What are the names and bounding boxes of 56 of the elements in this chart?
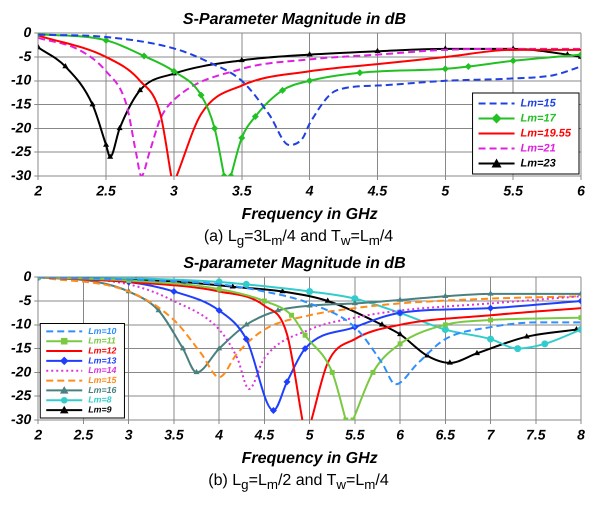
x-tick-label: 2 xyxy=(33,426,42,442)
y-tick-label: 0 xyxy=(23,24,32,40)
legend-label: Lm=8 xyxy=(88,394,112,405)
x-tick-label: 3.5 xyxy=(164,426,184,442)
legend-label: Lm=14 xyxy=(88,365,117,376)
y-tick-label: -10 xyxy=(11,316,32,332)
y-tick-label: -30 xyxy=(11,166,32,183)
x-tick-label: 2.5 xyxy=(72,426,94,442)
x-tick-label: 3 xyxy=(124,426,133,442)
x-axis-title: Frequency in GHz xyxy=(242,450,378,467)
text: (a) L$_{g}$=3L$_{m}$/4 and T$_{w}$=L$_{m}$/4 xyxy=(204,228,394,248)
y-tick-label: -5 xyxy=(18,48,32,64)
y-tick-label: -25 xyxy=(11,387,32,404)
legend-label: Lm=13 xyxy=(88,356,117,366)
chart-title: S-parameter Magnitude in dB xyxy=(183,255,406,272)
x-tick-label: 3 xyxy=(170,182,178,198)
legend-label: Lm=12 xyxy=(88,346,117,356)
x-tick-label: 2 xyxy=(33,182,42,198)
y-tick-label: -30 xyxy=(11,411,32,428)
x-tick-label: 4.5 xyxy=(254,426,274,442)
text: (b) L$_{g}$=L$_{m}$/2 and T$_{w}$=L$_{m}$/4 xyxy=(208,472,389,492)
x-tick-label: 2.5 xyxy=(95,182,116,198)
legend-label: Lm=15 xyxy=(520,98,557,110)
legend-label: Lm=9 xyxy=(88,404,112,415)
x-tick-label: 5 xyxy=(441,182,450,198)
y-tick-label: -5 xyxy=(18,292,32,308)
legend-label: Lm=16 xyxy=(88,385,117,396)
x-tick-label: 3.5 xyxy=(232,182,252,198)
legend-label: Lm=21 xyxy=(520,142,556,155)
legend-label: Lm=11 xyxy=(88,336,116,346)
x-tick-label: 4 xyxy=(304,182,314,198)
x-tick-label: 6 xyxy=(396,426,404,442)
y-tick-label: -15 xyxy=(11,95,32,112)
legend-label: Lm=23 xyxy=(520,158,556,170)
y-tick-label: -20 xyxy=(11,119,32,136)
x-tick-label: 5.5 xyxy=(345,426,365,442)
y-tick-label: 0 xyxy=(23,268,32,284)
y-tick-label: -25 xyxy=(11,143,32,160)
x-axis-title: Frequency in GHz xyxy=(242,206,378,223)
x-tick-label: 8 xyxy=(577,426,586,442)
legend-label: Lm=17 xyxy=(520,112,557,125)
y-tick-label: -10 xyxy=(11,72,32,88)
x-tick-label: 4 xyxy=(214,426,224,442)
x-tick-label: 7.5 xyxy=(526,426,546,442)
x-tick-label: 5 xyxy=(306,426,314,442)
y-tick-label: -20 xyxy=(11,363,32,380)
x-tick-label: 4.5 xyxy=(366,182,388,198)
x-tick-label: 6.5 xyxy=(436,426,456,442)
x-tick-label: 7 xyxy=(486,426,496,442)
y-tick-label: -15 xyxy=(11,340,32,356)
legend-label: Lm=19.55 xyxy=(520,128,572,140)
x-tick-label: 6 xyxy=(577,182,586,198)
legend-label: Lm=15 xyxy=(88,375,118,386)
legend-label: Lm=10 xyxy=(88,326,117,336)
chart-title: S-Parameter Magnitude in dB xyxy=(182,11,406,28)
x-tick-label: 5.5 xyxy=(503,182,524,198)
